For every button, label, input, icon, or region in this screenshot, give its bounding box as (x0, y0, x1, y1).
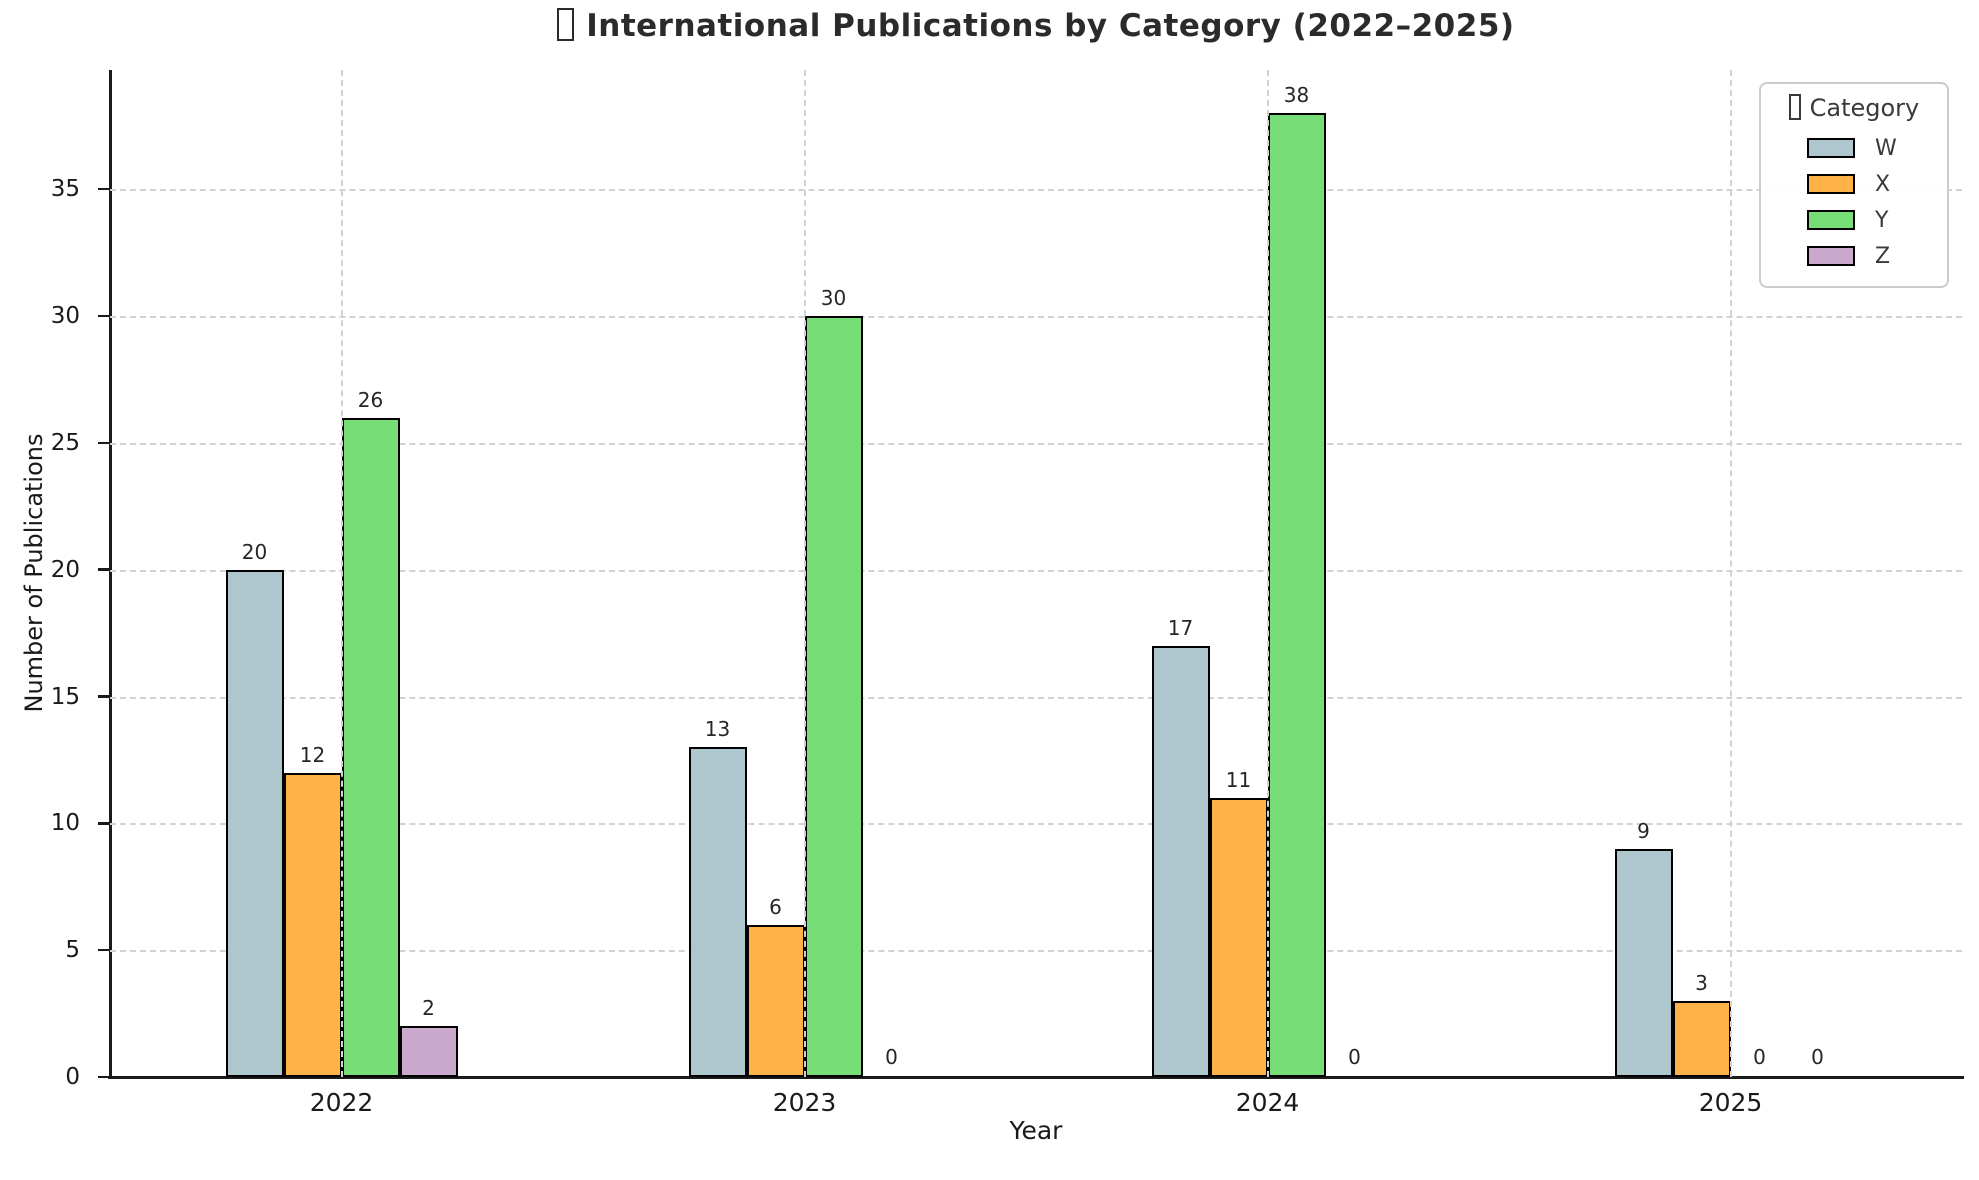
bar-X-2023 (746, 924, 805, 1077)
bar-Z-2022 (399, 1026, 458, 1077)
chart-title-text: International Publications by Category (… (586, 8, 1515, 44)
bar-value-Z-2022: 2 (422, 996, 435, 1021)
y-tick-mark-0 (98, 1075, 110, 1079)
y-tick-label-30: 30 (50, 303, 80, 330)
bar-X-2024 (1209, 797, 1268, 1077)
plot-area: 0 5 10 15 20 25 30 35 20 13 17 9 12 6 11 3 26 30 38 0 2 0 0 0 20… (51, 70, 1964, 1117)
legend-swatch-Z (1807, 246, 1855, 266)
bar-value-X-2024: 11 (1225, 767, 1252, 792)
legend-item-X: X (1769, 166, 1939, 202)
bar-value-Z-2023: 0 (885, 1045, 898, 1069)
gridline-v-2022 (340, 70, 343, 1077)
bar-value-W-2023: 13 (704, 717, 731, 742)
x-tick-label-2023: 2023 (772, 1088, 837, 1117)
y-tick-label-10: 10 (50, 810, 80, 837)
gridline-h-30 (110, 316, 1962, 319)
gridline-h-15 (110, 696, 1962, 699)
bar-value-Y-2023: 30 (820, 286, 847, 311)
gridline-h-20 (110, 569, 1962, 572)
bar-W-2024 (1151, 645, 1210, 1077)
x-axis-spine (108, 1075, 1964, 1079)
legend-swatch-W (1807, 138, 1855, 158)
bar-W-2025 (1614, 848, 1673, 1077)
legend-item-Z: Z (1769, 238, 1939, 274)
y-tick-label-35: 35 (50, 176, 80, 203)
legend-swatch-Y (1807, 210, 1855, 230)
chart-title: International Publications by Category (… (110, 8, 1962, 44)
gridline-h-10 (110, 823, 1962, 826)
y-tick-label-20: 20 (50, 556, 80, 583)
bar-value-X-2025: 3 (1695, 970, 1708, 995)
gridline-h-25 (110, 442, 1962, 445)
missing-glyph-icon (1788, 94, 1802, 121)
legend-label-W: W (1875, 135, 1897, 161)
y-tick-label-15: 15 (50, 683, 80, 710)
y-tick-mark-35 (98, 187, 110, 191)
y-tick-mark-25 (98, 441, 110, 445)
y-tick-mark-30 (98, 314, 110, 318)
bar-value-Z-2025: 0 (1811, 1045, 1824, 1069)
bar-X-2025 (1672, 1000, 1731, 1077)
legend-label-Y: Y (1875, 207, 1889, 233)
bar-value-X-2023: 6 (769, 894, 782, 919)
legend-title: Category (1769, 94, 1939, 122)
bar-W-2023 (688, 747, 747, 1077)
bar-Y-2022 (341, 417, 400, 1077)
y-tick-mark-10 (98, 822, 110, 825)
x-axis-label: Year (1009, 1116, 1063, 1145)
x-tick-label-2024: 2024 (1235, 1088, 1300, 1117)
bar-value-Z-2024: 0 (1348, 1045, 1361, 1069)
gridline-v-2023 (803, 70, 806, 1077)
bar-value-Y-2022: 26 (357, 387, 384, 412)
bar-X-2022 (283, 772, 342, 1077)
y-tick-label-0: 0 (65, 1064, 80, 1090)
legend-item-W: W (1769, 130, 1939, 166)
gridline-h-35 (110, 189, 1962, 192)
gridline-v-2025 (1729, 70, 1732, 1077)
bar-value-Y-2025: 0 (1753, 1045, 1766, 1069)
bar-Y-2023 (804, 316, 863, 1077)
gridline-h-5 (110, 950, 1962, 953)
y-tick-mark-15 (98, 695, 110, 698)
legend-label-X: X (1875, 171, 1891, 197)
x-tick-label-2022: 2022 (309, 1088, 374, 1117)
y-tick-mark-5 (98, 948, 110, 952)
y-tick-label-5: 5 (65, 937, 80, 964)
gridline-v-2024 (1266, 70, 1269, 1077)
bar-value-W-2022: 20 (241, 539, 268, 564)
legend-title-text: Category (1809, 94, 1920, 122)
bar-value-Y-2024: 38 (1283, 83, 1310, 108)
bar-value-X-2022: 12 (299, 742, 326, 767)
bar-Y-2024 (1267, 113, 1326, 1077)
x-tick-label-2025: 2025 (1698, 1088, 1763, 1117)
bar-value-W-2025: 9 (1637, 818, 1650, 843)
y-tick-mark-20 (98, 568, 110, 571)
legend-label-Z: Z (1875, 243, 1891, 269)
y-tick-label-25: 25 (50, 429, 80, 456)
bar-value-W-2024: 17 (1167, 615, 1194, 640)
legend-item-Y: Y (1769, 202, 1939, 238)
missing-glyph-icon (557, 8, 575, 41)
legend-swatch-X (1807, 174, 1855, 194)
bar-W-2022 (225, 569, 284, 1077)
y-axis-spine (109, 70, 112, 1079)
